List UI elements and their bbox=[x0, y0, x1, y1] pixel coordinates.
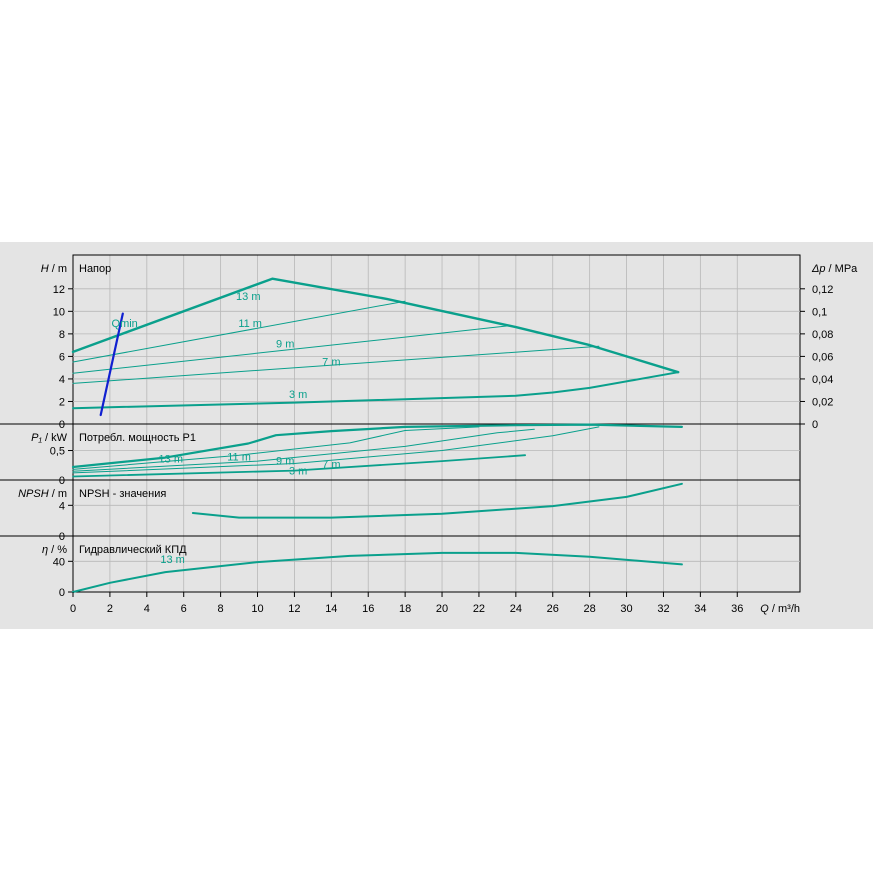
right-tick-label: 0,08 bbox=[812, 329, 833, 341]
series-line-3m bbox=[72, 454, 526, 478]
x-tick-label: 24 bbox=[510, 603, 522, 615]
series-label: 13 m bbox=[160, 554, 184, 566]
series-line-11m bbox=[72, 300, 406, 363]
x-tick-label: 6 bbox=[181, 603, 187, 615]
panel-title: NPSH - значения bbox=[79, 488, 166, 500]
x-tick-label: 28 bbox=[584, 603, 596, 615]
y-tick-label: 4 bbox=[59, 500, 65, 512]
right-tick-label: 0,04 bbox=[812, 374, 833, 386]
panel-title: Потребл. мощность P1 bbox=[79, 432, 196, 444]
x-tick-label: 34 bbox=[694, 603, 706, 615]
right-tick-label: 0,12 bbox=[812, 284, 833, 296]
series-line-7m bbox=[72, 345, 600, 384]
series-label: 13 m bbox=[236, 291, 260, 303]
series-label: 11 m bbox=[238, 318, 262, 330]
right-tick-label: 0 bbox=[812, 419, 818, 431]
chart-panel: 0 2 4 6 8 10 12 0 0,02 0,04 0,06 0,08 0,1 0,12 Δp / MP… bbox=[0, 242, 873, 629]
y-tick-label: 12 bbox=[53, 284, 65, 296]
series-line-7m bbox=[72, 426, 600, 474]
x-tick-label: 0 bbox=[70, 603, 76, 615]
x-tick-label: 32 bbox=[657, 603, 669, 615]
y-tick-label: 0 bbox=[59, 419, 65, 431]
x-tick-label: 8 bbox=[218, 603, 224, 615]
x-tick-label: 10 bbox=[251, 603, 263, 615]
series-label: 9 m bbox=[276, 456, 294, 468]
panel-title: Напор bbox=[79, 263, 111, 275]
y-tick-label: 2 bbox=[59, 396, 65, 408]
y-tick-label: 0,5 bbox=[50, 446, 65, 458]
right-tick-label: 0,1 bbox=[812, 306, 827, 318]
x-tick-label: 22 bbox=[473, 603, 485, 615]
series-line-11m bbox=[72, 426, 480, 470]
series-label: 3 m bbox=[289, 466, 307, 478]
series-label: 13 m bbox=[159, 453, 183, 465]
series-label: 7 m bbox=[322, 356, 340, 368]
y-axis-label: P₁ / kW bbox=[31, 432, 67, 444]
series-label: Qmin bbox=[112, 318, 138, 330]
y-tick-label: 0 bbox=[59, 587, 65, 599]
y-tick-label: 4 bbox=[59, 374, 65, 386]
x-tick-label: 2 bbox=[107, 603, 113, 615]
y-tick-label: 6 bbox=[59, 351, 65, 363]
x-tick-label: 30 bbox=[620, 603, 632, 615]
series-line-13m bbox=[71, 423, 683, 469]
x-tick-label: 16 bbox=[362, 603, 374, 615]
x-tick-label: 26 bbox=[547, 603, 559, 615]
y-tick-label: 8 bbox=[59, 329, 65, 341]
y-axis-label: η / % bbox=[42, 544, 67, 556]
y-axis-label: H / m bbox=[41, 263, 67, 275]
series-line-13m bbox=[72, 551, 683, 593]
series-line-9m bbox=[72, 325, 508, 374]
right-tick-label: 0,02 bbox=[812, 396, 833, 408]
y-tick-label: 0 bbox=[59, 475, 65, 487]
right-axis-label: Δp / MPa bbox=[811, 263, 858, 275]
panel-title: Гидравлический КПД bbox=[79, 544, 187, 556]
x-tick-label: 12 bbox=[288, 603, 300, 615]
x-tick-label: 4 bbox=[144, 603, 150, 615]
x-tick-label: 18 bbox=[399, 603, 411, 615]
series-label: 11 m bbox=[227, 452, 251, 464]
series-label: 3 m bbox=[289, 389, 307, 401]
y-tick-label: 0 bbox=[59, 531, 65, 543]
series-line-9m bbox=[72, 428, 535, 472]
x-axis-label: Q / m³/h bbox=[760, 603, 800, 615]
y-tick-label: 40 bbox=[53, 556, 65, 568]
right-tick-label: 0,06 bbox=[812, 351, 833, 363]
x-tick-label: 36 bbox=[731, 603, 743, 615]
series-line-13m bbox=[71, 277, 680, 374]
x-tick-label: 20 bbox=[436, 603, 448, 615]
y-tick-label: 10 bbox=[53, 306, 65, 318]
y-axis-label: NPSH / m bbox=[18, 488, 67, 500]
x-tick-label: 14 bbox=[325, 603, 337, 615]
series-line-npsh bbox=[191, 482, 683, 519]
series-line-Qmin bbox=[99, 312, 124, 417]
series-label: 9 m bbox=[276, 338, 294, 350]
series-line-3m bbox=[72, 371, 680, 410]
